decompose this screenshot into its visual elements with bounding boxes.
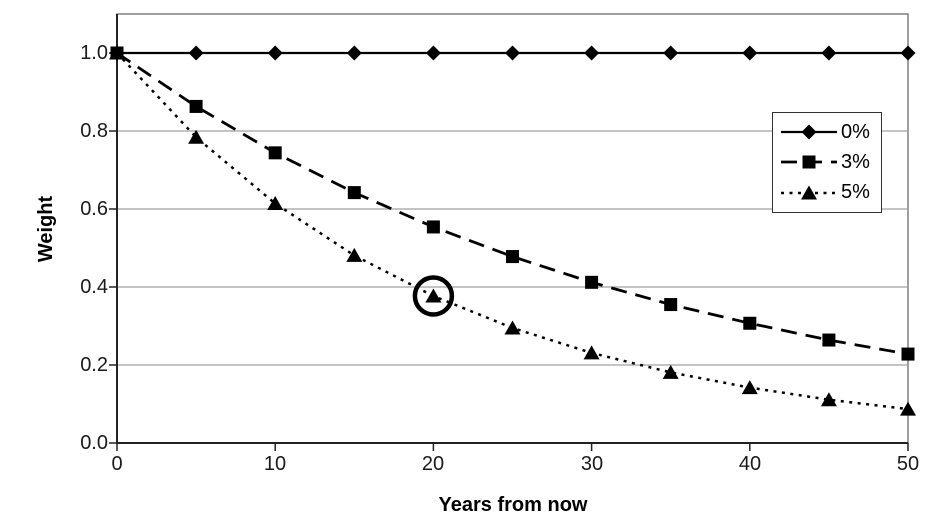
- marker-0pct: [425, 45, 441, 61]
- y-axis-title: Weight: [35, 195, 57, 263]
- legend-sample-3pct-icon: [781, 155, 837, 169]
- marker-0pct: [188, 45, 204, 61]
- legend-label-3pct: 3%: [841, 150, 870, 173]
- marker-5pct: [820, 392, 837, 407]
- legend-marker: [802, 155, 816, 169]
- series-line-3pct: [116, 51, 909, 356]
- marker-3pct: [901, 347, 915, 361]
- marker-0pct: [821, 45, 837, 61]
- marker-3pct: [268, 146, 282, 160]
- marker-0pct: [346, 45, 362, 61]
- legend-marker: [801, 185, 817, 200]
- legend-marker: [801, 124, 817, 140]
- marker-5pct: [504, 320, 521, 335]
- marker-3pct: [664, 298, 678, 312]
- marker-0pct: [584, 45, 600, 61]
- legend-sample-5pct-icon: [781, 185, 837, 200]
- marker-3pct: [585, 275, 599, 289]
- legend-label-5pct: 5%: [841, 181, 870, 204]
- plot-border: [116, 13, 909, 444]
- marker-3pct: [426, 220, 440, 234]
- marker-5pct: [346, 247, 363, 262]
- y-tick-label: 1.0: [80, 42, 108, 64]
- legend-sample-0pct-icon: [781, 124, 837, 140]
- x-tick-label: 0: [111, 453, 123, 475]
- marker-3pct: [110, 46, 124, 60]
- y-tick-label: 0.0: [80, 432, 108, 454]
- legend-item-0pct: 0%: [773, 117, 881, 147]
- marker-0pct: [900, 45, 916, 61]
- x-axis-title: Years from now: [438, 494, 588, 516]
- x-tick-label: 10: [263, 453, 287, 475]
- legend-label-0pct: 0%: [841, 120, 870, 143]
- highlight-circle-annotation: [412, 275, 455, 317]
- legend-item-5pct: 5%: [773, 178, 881, 208]
- y-tick-label: 0.2: [80, 354, 108, 376]
- legend-item-3pct: 3%: [773, 147, 881, 177]
- x-tick-label: 30: [580, 453, 604, 475]
- marker-5pct: [583, 345, 600, 360]
- marker-5pct: [662, 364, 679, 379]
- x-tick-label: 20: [421, 453, 445, 475]
- series-line-5pct: [116, 52, 909, 411]
- y-tick-label: 0.4: [80, 276, 108, 298]
- marker-3pct: [347, 186, 361, 200]
- y-tick-label: 0.6: [80, 198, 108, 220]
- marker-0pct: [742, 45, 758, 61]
- marker-3pct: [506, 250, 519, 264]
- marker-5pct: [741, 380, 758, 395]
- x-tick-label: 50: [896, 453, 920, 475]
- x-tick-label: 40: [738, 453, 762, 475]
- y-tick-label: 0.8: [80, 120, 108, 142]
- marker-3pct: [189, 99, 203, 113]
- marker-3pct: [822, 333, 836, 347]
- marker-0pct: [267, 45, 283, 61]
- marker-5pct: [900, 401, 916, 416]
- marker-5pct: [425, 288, 442, 303]
- marker-3pct: [743, 316, 757, 330]
- marker-0pct: [505, 45, 520, 61]
- marker-0pct: [663, 45, 679, 61]
- marker-5pct: [188, 129, 205, 144]
- legend: 0% 3% 5%: [772, 112, 882, 213]
- marker-5pct: [267, 196, 284, 211]
